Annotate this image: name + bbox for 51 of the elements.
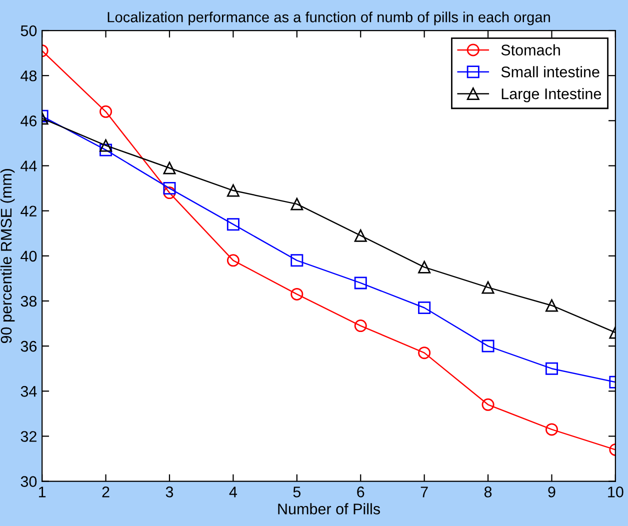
point [290,198,304,210]
point [100,144,112,156]
point [418,260,431,274]
legend-label: Large Intestine [502,88,602,102]
x-tick-label: 7 [420,486,428,498]
x-axis-title: Number of Pills [278,503,380,514]
point [545,423,558,436]
y-tick-label: 48 [20,70,37,82]
y-tick-label: 38 [20,296,37,307]
point [163,186,176,200]
point [482,340,494,352]
point [290,288,304,300]
x-tick-label: 9 [548,486,556,498]
y-tick-label: 46 [20,116,37,126]
point [100,139,112,152]
x-tick-label: 4 [229,486,237,498]
point [226,218,240,231]
x-tick-label: 10 [608,486,624,498]
y-tick-label: 40 [20,250,37,262]
point [226,184,240,197]
chart-title: Localization performance as a function of numb of pills in each organ [108,12,550,26]
x-tick-label: 6 [357,486,364,498]
point [290,254,304,267]
x-tick-label: 8 [484,486,492,498]
point [482,281,494,294]
y-tick-label: 44 [20,160,37,172]
x-tick-label: 3 [166,486,174,498]
point [418,346,431,360]
y-tick-label: 50 [20,25,37,36]
x-tick-label: 5 [293,486,301,498]
point [354,229,367,242]
point [100,105,112,118]
point [226,254,240,267]
x-tick-label: 1 [38,486,46,498]
point [163,162,176,174]
legend-label: Small intestine [501,66,600,78]
y-tick-label: 42 [20,206,36,216]
point [545,299,558,312]
y-tick-label: 32 [20,431,36,442]
point [354,320,367,332]
legend-label: Stomach [501,44,560,56]
point [482,398,494,411]
point [354,276,367,290]
y-tick-label: 30 [20,476,37,487]
y-tick-label: 36 [20,340,37,352]
y-tick-label: 34 [20,386,37,397]
point [163,182,176,195]
y-axis-title: 90 percentile RMSE (mm) [0,168,15,344]
x-tick-label: 2 [102,486,110,498]
point [418,301,431,314]
point [545,362,558,375]
